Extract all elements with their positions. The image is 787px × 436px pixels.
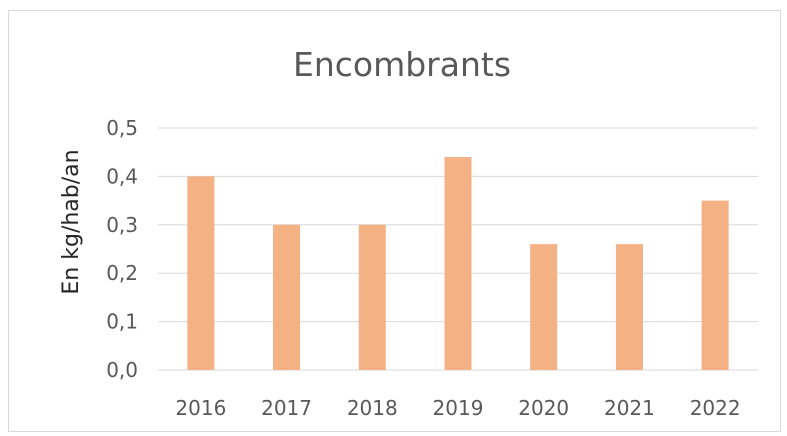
bar-2018 bbox=[358, 224, 386, 370]
x-tick-label: 2017 bbox=[261, 396, 312, 420]
bar-2020 bbox=[530, 244, 558, 370]
bar-2017 bbox=[273, 224, 301, 370]
y-tick-label: 0,2 bbox=[106, 261, 138, 285]
y-tick-labels: 0,0 0,1 0,2 0,3 0,4 0,5 bbox=[106, 116, 138, 382]
bar-2021 bbox=[615, 244, 643, 370]
bar-2019 bbox=[444, 157, 472, 370]
y-tick-label: 0,4 bbox=[106, 164, 138, 188]
bar-2016 bbox=[187, 176, 215, 370]
x-tick-label: 2016 bbox=[175, 396, 226, 420]
x-tick-label: 2019 bbox=[433, 396, 484, 420]
x-tick-label: 2022 bbox=[690, 396, 741, 420]
bar-2022 bbox=[701, 200, 729, 370]
x-tick-label: 2020 bbox=[518, 396, 569, 420]
y-tick-label: 0,5 bbox=[106, 116, 138, 140]
chart-frame bbox=[8, 10, 781, 432]
bars bbox=[187, 157, 729, 370]
x-tick-label: 2018 bbox=[347, 396, 398, 420]
y-tick-label: 0,0 bbox=[106, 358, 138, 382]
x-tick-label: 2021 bbox=[604, 396, 655, 420]
x-tick-labels: 2016 2017 2018 2019 2020 2021 2022 bbox=[175, 396, 740, 420]
y-tick-label: 0,1 bbox=[106, 310, 138, 334]
chart-title: Encombrants bbox=[293, 45, 511, 84]
y-tick-label: 0,3 bbox=[106, 213, 138, 237]
y-axis-label: En kg/hab/an bbox=[59, 149, 84, 294]
